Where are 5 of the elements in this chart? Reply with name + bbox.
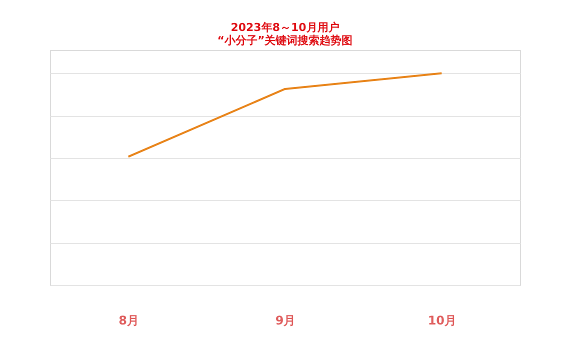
x-tick-label: 10月 — [428, 314, 457, 328]
text: 2023年8～10月用户 — [230, 21, 340, 34]
x-tick-label: 8月 — [118, 314, 140, 328]
text: “小分子”关键词搜索趋势图 — [217, 34, 353, 47]
x-tick-label: 9月 — [275, 314, 296, 328]
